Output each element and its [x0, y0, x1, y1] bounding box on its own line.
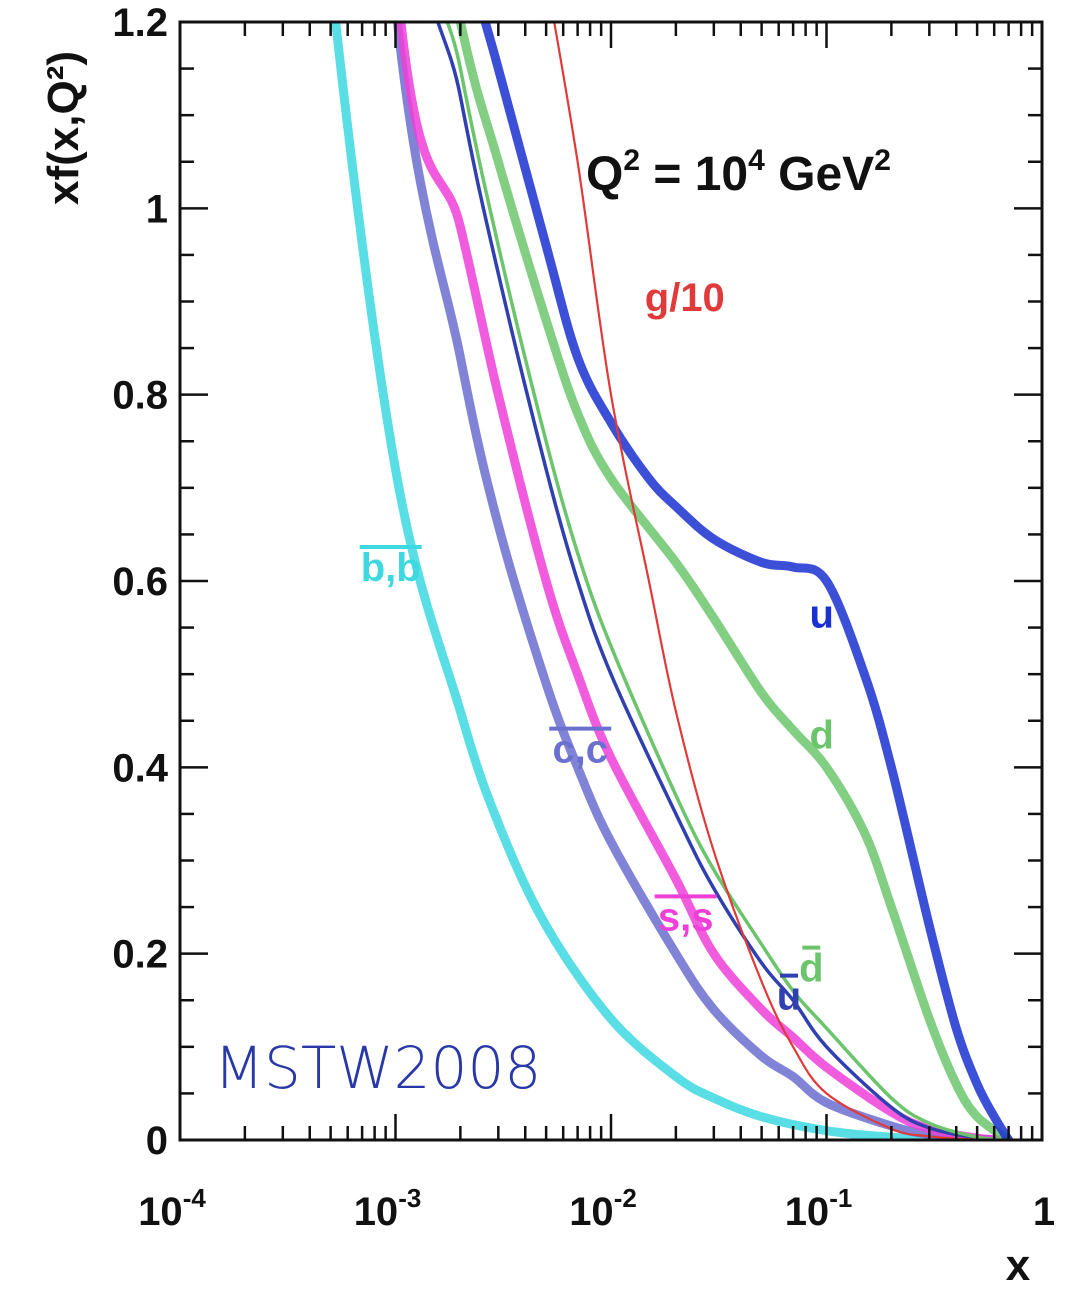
y-axis-label: xf(x,Q²) — [39, 51, 88, 205]
series-label-u-6: u — [809, 593, 833, 637]
series-band-d-5 — [455, 22, 1014, 1140]
axis-ticks — [178, 20, 1042, 1142]
series-label-g-10-7: g/10 — [645, 276, 725, 320]
series-label-d-4: d — [799, 947, 823, 991]
dataset-label: MSTW2008 — [214, 1034, 541, 1102]
y-tick-label: 0 — [146, 1119, 168, 1163]
x-tick-label: 10-2 — [569, 1183, 637, 1234]
x-tick-label: 10-3 — [354, 1183, 422, 1234]
y-tick-label: 0.8 — [112, 374, 168, 418]
series-band-c-c-1 — [392, 22, 1014, 1140]
y-tick-label: 0.6 — [112, 560, 168, 604]
series-label-d-5: d — [809, 714, 833, 758]
y-tick-label: 0.4 — [112, 746, 168, 790]
series-line-g-10-7 — [553, 22, 1009, 1140]
series-label-c-c-1: c,c — [552, 728, 608, 772]
y-tick-label: 0.2 — [112, 933, 168, 977]
series-label-b-b-0: b,b — [361, 546, 421, 590]
y-tick-label: 1 — [146, 187, 168, 231]
series-line-u-3 — [435, 22, 1009, 1140]
svg-text:xf(x,Q²): xf(x,Q²) — [39, 51, 88, 205]
series-label-s-s-2: s,s — [658, 895, 714, 939]
series-band-s-s-2 — [396, 22, 1014, 1140]
x-tick-labels: 10-4 10-3 10-2 10-1 1 — [138, 1183, 1055, 1234]
x-axis-label: x — [1006, 1241, 1031, 1289]
x-tick-label: 1 — [1033, 1190, 1055, 1234]
series-label-u-3: u — [777, 975, 801, 1019]
q2-annotation: Q2 = 104 GeV2 — [586, 144, 891, 201]
y-tick-label: 1.2 — [112, 1, 168, 45]
y-tick-labels: 0 0.2 0.4 0.6 0.8 1 1.2 — [112, 1, 168, 1163]
series-line-d-4 — [445, 22, 1009, 1140]
x-tick-label: 10-1 — [785, 1183, 853, 1234]
series-band-u-6 — [480, 22, 1014, 1140]
x-tick-label: 10-4 — [138, 1183, 206, 1234]
